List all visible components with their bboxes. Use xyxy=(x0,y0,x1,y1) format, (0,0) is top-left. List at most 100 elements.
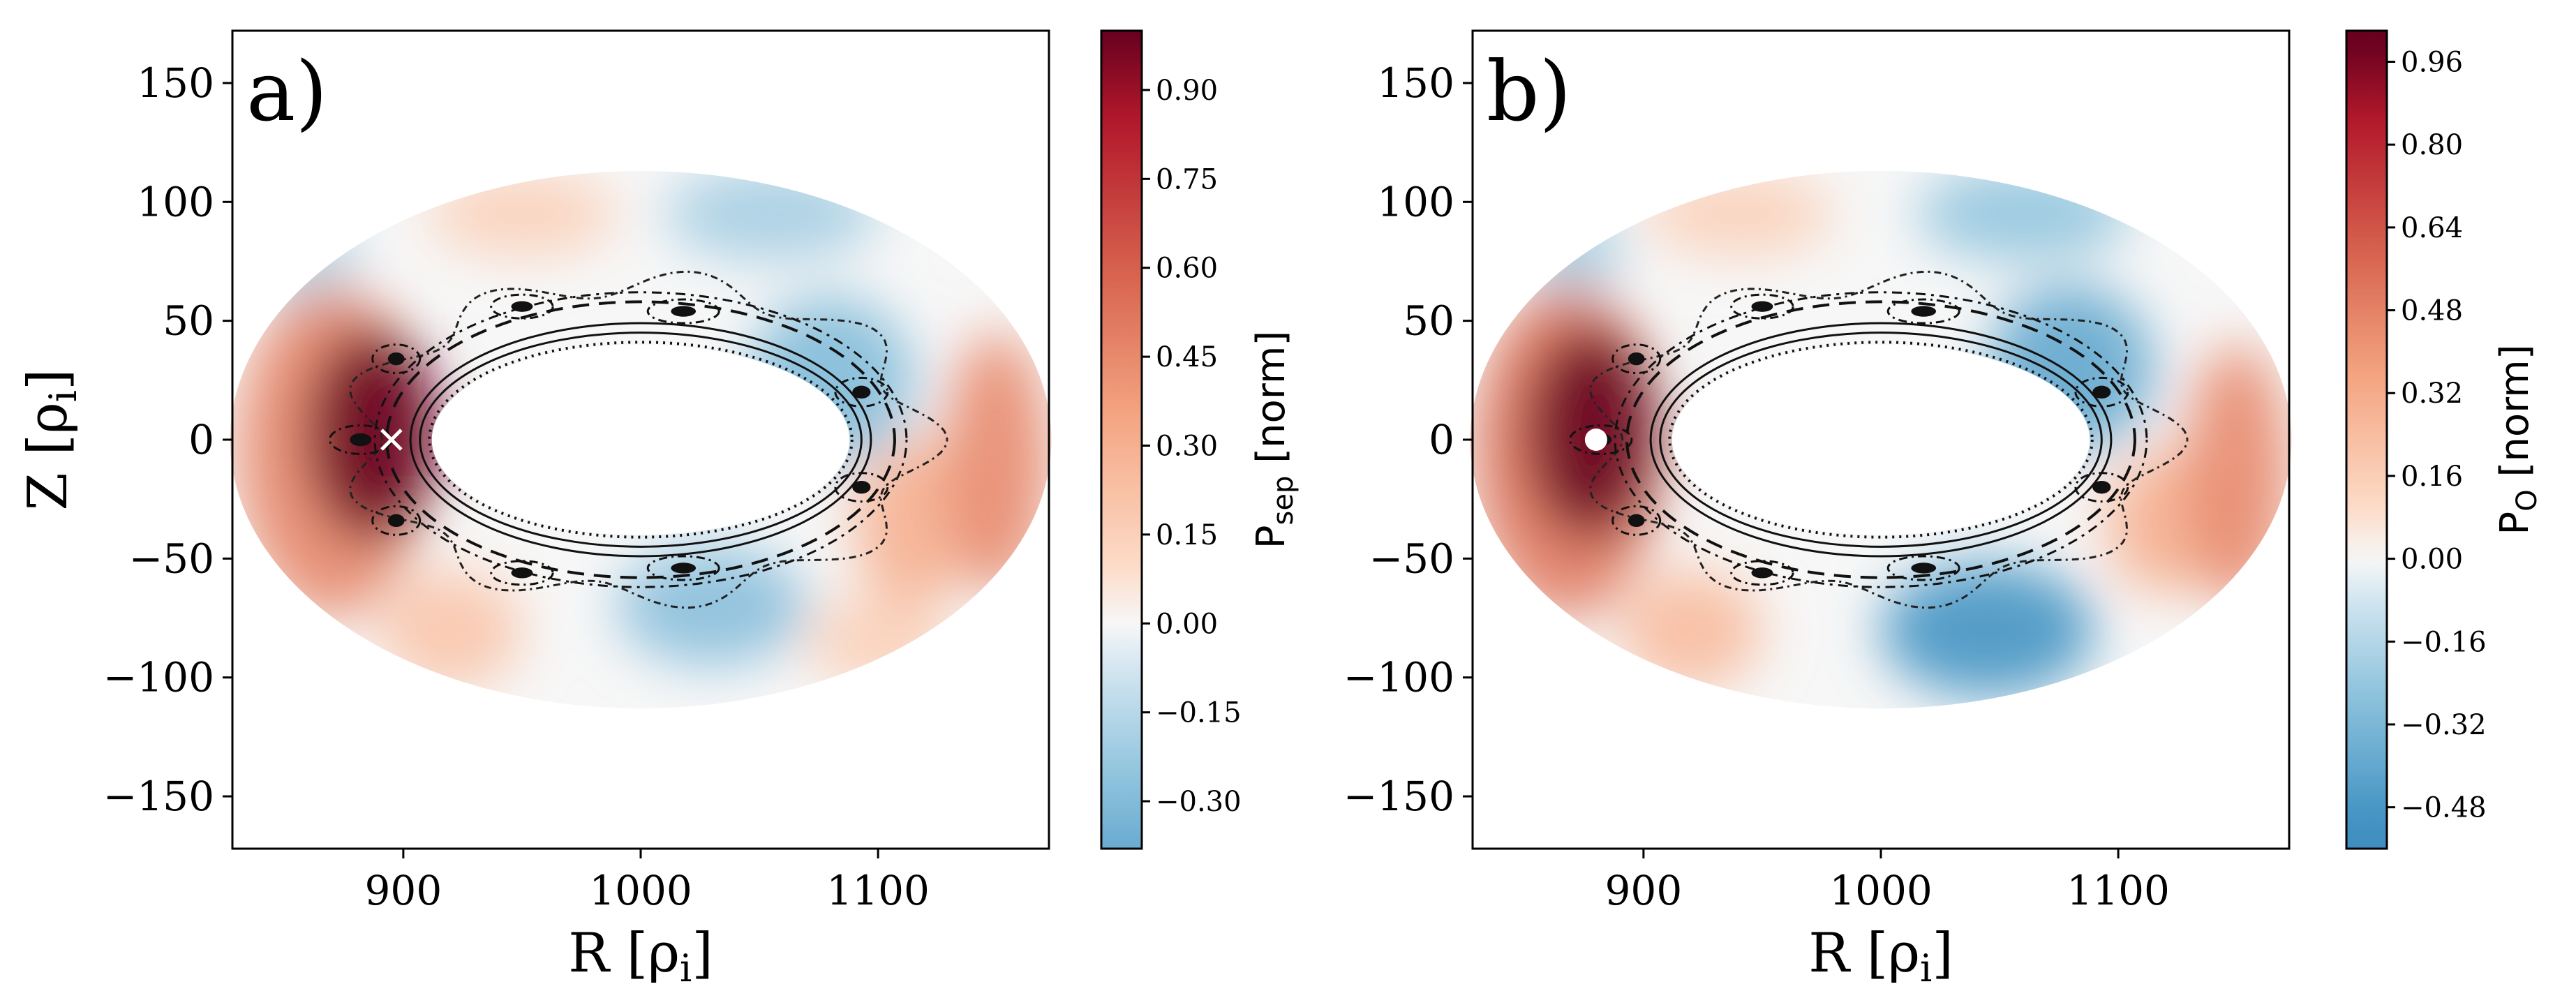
colorbar-tick-label: −0.15 xyxy=(1156,697,1242,729)
dot-marker xyxy=(1584,429,1607,451)
island-o-point xyxy=(1911,306,1937,317)
colorbar-tick-label: −0.48 xyxy=(2401,792,2487,824)
cross-marker xyxy=(380,429,403,451)
magnetic-island xyxy=(1886,555,1960,581)
y-tick-label: 0 xyxy=(188,416,214,463)
opoint-marker-b xyxy=(1584,429,1607,451)
y-tick-label: 0 xyxy=(1429,416,1454,463)
colorbar-a: 0.90 0.75 0.60 0.45 0.30 0.15 0.00 −0.15 −0.30 xyxy=(1100,29,1242,850)
magnetic-island xyxy=(834,472,889,503)
colorbar-tick-label: 0.96 xyxy=(2401,47,2463,79)
field-blob xyxy=(944,332,1049,595)
colorbar-tick-label: 0.00 xyxy=(2401,544,2463,576)
field-blob xyxy=(2184,344,2289,606)
island-o-point xyxy=(387,352,405,366)
island-o-point xyxy=(350,433,372,447)
panel-label-b: b) xyxy=(1487,43,1572,140)
field-blob xyxy=(1643,171,1833,257)
panel-label-a: a) xyxy=(246,43,327,140)
x-tick-label: 900 xyxy=(1605,867,1683,914)
colorbar-tick-label: 0.32 xyxy=(2401,378,2463,410)
magnetic-island xyxy=(2074,472,2129,503)
colorbar-tick-label: 0.80 xyxy=(2401,129,2463,161)
field-blob xyxy=(616,546,807,666)
field-blob xyxy=(1988,285,2154,452)
island-o-point xyxy=(1751,567,1773,579)
island-o-point xyxy=(671,306,697,317)
y-tick-label: −150 xyxy=(103,773,214,820)
y-tick-label: −100 xyxy=(103,654,214,701)
magnetic-island xyxy=(834,376,889,408)
magnetic-island xyxy=(1611,343,1662,375)
flux-surface xyxy=(409,322,872,558)
field-blob xyxy=(1916,170,2131,262)
magnetic-island xyxy=(1730,560,1794,586)
x-axis-label-a: R [ρi] xyxy=(568,922,713,990)
field-blob xyxy=(426,171,617,257)
colorbar-tick-label: −0.30 xyxy=(1156,786,1242,818)
flux-surface xyxy=(385,300,896,579)
field-blob xyxy=(1524,202,1620,297)
x-tick-label: 1100 xyxy=(2067,867,2170,914)
magnetic-island xyxy=(646,555,720,581)
island-o-point xyxy=(1751,301,1773,312)
panel-a: 900 1000 1100 150 100 50 0 −50 −100 −150 a) R [ρi… xyxy=(17,29,1300,990)
magnetic-island xyxy=(1886,298,1960,325)
colorbar-tick-label: 0.30 xyxy=(1156,430,1218,462)
magnetic-island xyxy=(490,293,554,320)
field-blob xyxy=(306,327,439,542)
colorbar-tick-label: 0.48 xyxy=(2401,295,2463,327)
island-o-point xyxy=(511,301,533,312)
y-tick-label: −50 xyxy=(129,535,214,582)
island-o-point xyxy=(852,480,871,494)
colorbar-tick-label: 0.75 xyxy=(1156,163,1218,195)
y-tick-label: 150 xyxy=(1377,59,1454,107)
flux-surface xyxy=(1668,341,2094,539)
colorbar-tick-label: 0.15 xyxy=(1156,519,1218,551)
axis-ticks-a: 900 1000 1100 150 100 50 0 −50 −100 −150 xyxy=(103,59,930,914)
y-tick-label: 50 xyxy=(1403,297,1454,345)
flux-surface xyxy=(419,332,863,548)
island-o-point xyxy=(671,563,697,574)
x-tick-label: 1000 xyxy=(589,867,692,914)
magnetic-island xyxy=(1568,424,1633,455)
magnetic-island xyxy=(1611,505,1662,536)
flux-surface xyxy=(1614,291,2148,588)
x-axis-label-b: R [ρi] xyxy=(1808,922,1953,990)
y-axis-label-a: Z [ρi] xyxy=(17,369,85,511)
y-tick-label: 50 xyxy=(163,297,214,345)
separatrix xyxy=(349,270,948,609)
island-o-point xyxy=(1911,563,1937,574)
colorbar-tick-label: −0.32 xyxy=(2401,709,2487,741)
magnetic-island xyxy=(2074,376,2129,408)
colorbar-tick-label: 0.64 xyxy=(2401,212,2463,244)
colorbar-tick-label: −0.16 xyxy=(2401,626,2487,658)
y-tick-label: −150 xyxy=(1343,773,1454,820)
colorbar-gradient xyxy=(1100,29,1143,850)
colorbar-tick-label: 0.00 xyxy=(1156,608,1218,640)
magnetic-island xyxy=(1730,293,1794,320)
island-o-point xyxy=(387,514,405,528)
field-blob xyxy=(664,171,879,262)
colorbar-gradient xyxy=(2345,29,2388,850)
axis-ticks-b: 900 1000 1100 150 100 50 0 −50 −100 −150 xyxy=(1343,59,2170,914)
xpoint-marker-a xyxy=(380,429,403,451)
magnetic-island xyxy=(490,560,554,586)
magnetic-island xyxy=(371,343,422,375)
colorbar-b: 0.96 0.80 0.64 0.48 0.32 0.16 0.00 −0.16 −0.32 −0… xyxy=(2345,29,2487,850)
flux-surface xyxy=(1649,322,2113,558)
colorbar-tick-label: 0.60 xyxy=(1156,253,1218,285)
flux-surface xyxy=(373,291,908,588)
y-tick-label: −100 xyxy=(1343,654,1454,701)
field-blob xyxy=(1881,563,2095,697)
flux-surface xyxy=(1659,332,2103,548)
y-tick-label: 100 xyxy=(1377,178,1454,225)
colorbar-label-b: PO [norm] xyxy=(2492,344,2543,535)
island-o-point xyxy=(2092,480,2111,494)
flux-contours-b xyxy=(1568,270,2189,609)
island-o-point xyxy=(852,385,871,399)
colorbar-tick-label: 0.45 xyxy=(1156,341,1218,373)
separatrix xyxy=(1589,270,2189,609)
x-tick-label: 900 xyxy=(365,867,442,914)
